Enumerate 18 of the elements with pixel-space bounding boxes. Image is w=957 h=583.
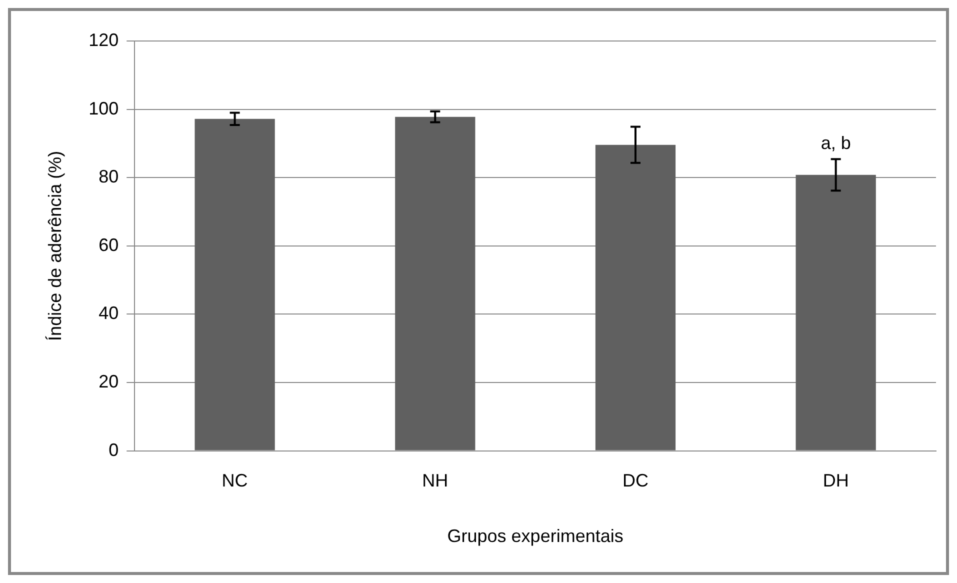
y-tick-label: 100 bbox=[88, 98, 119, 118]
bar bbox=[395, 116, 476, 450]
bar bbox=[595, 144, 676, 450]
y-axis-title: Índice de aderência (%) bbox=[44, 150, 65, 341]
x-tick-label: DH bbox=[822, 470, 849, 491]
y-tick-label: 80 bbox=[98, 166, 119, 187]
x-axis-title: Grupos experimentais bbox=[447, 526, 624, 546]
x-tick-label: NH bbox=[422, 470, 448, 491]
y-tick-label: 120 bbox=[88, 30, 119, 50]
annotation: a, b bbox=[820, 133, 851, 154]
y-tick-label: 20 bbox=[98, 371, 119, 392]
y-tick-label: 60 bbox=[98, 234, 119, 255]
y-tick-label: 0 bbox=[108, 440, 119, 460]
bar bbox=[194, 118, 275, 450]
x-tick-label: DC bbox=[622, 470, 648, 491]
y-tick-label: 40 bbox=[98, 303, 119, 324]
x-tick-label: NC bbox=[222, 470, 248, 491]
bar bbox=[796, 174, 876, 450]
